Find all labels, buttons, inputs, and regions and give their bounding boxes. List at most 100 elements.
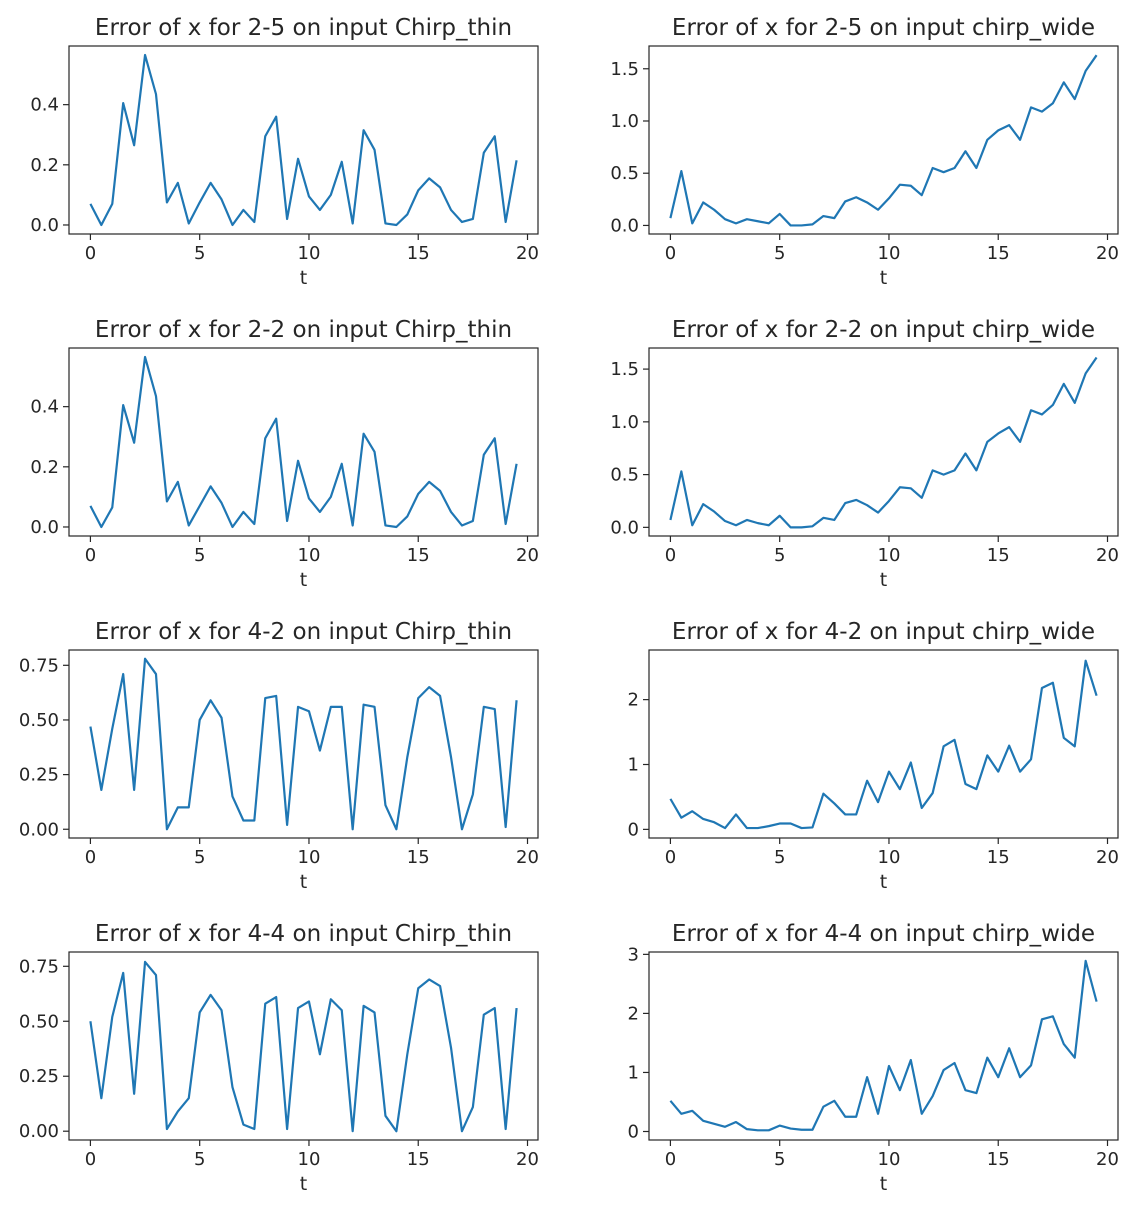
data-point (253, 221, 255, 223)
data-point (702, 201, 704, 203)
data-point (89, 725, 91, 727)
x-tick-label: 5 (194, 243, 205, 264)
data-point (177, 182, 179, 184)
x-tick-label: 5 (194, 1149, 205, 1170)
series-line (89, 355, 518, 529)
x-tick-label: 10 (878, 545, 901, 566)
data-point (713, 1123, 715, 1125)
x-tick-label: 20 (516, 847, 539, 868)
data-point (461, 524, 463, 526)
data-point (494, 437, 496, 439)
data-point (713, 821, 715, 823)
data-point (198, 719, 200, 721)
data-point (702, 1120, 704, 1122)
data-point (373, 1011, 375, 1013)
data-point (975, 1092, 977, 1094)
plot-frame (68, 649, 539, 839)
data-point (177, 1110, 179, 1112)
data-point (122, 102, 124, 104)
data-point (757, 1129, 759, 1131)
data-point (1074, 1056, 1076, 1058)
x-axis-label: t (880, 569, 887, 591)
data-point (515, 1007, 517, 1009)
data-point (89, 203, 91, 205)
data-point (373, 451, 375, 453)
data-point (198, 201, 200, 203)
data-point (680, 170, 682, 172)
data-point (1030, 106, 1032, 108)
data-point (133, 442, 135, 444)
y-tick-label: 0.75 (19, 655, 59, 676)
y-tick-label: 1 (628, 754, 639, 775)
data-point (133, 144, 135, 146)
data-point (1030, 409, 1032, 411)
x-tick-label: 5 (774, 1149, 785, 1170)
data-point (100, 1097, 102, 1099)
data-point (166, 201, 168, 203)
data-point (1019, 1076, 1021, 1078)
y-tick-label: 1.5 (610, 59, 639, 80)
data-point (811, 223, 813, 225)
data-point (757, 827, 759, 829)
data-point (899, 788, 901, 790)
data-point (975, 788, 977, 790)
chart-panel-4: Error of x for 2-2 on input chirp_wide 0 5… (610, 317, 1119, 591)
x-tick-label: 15 (407, 1149, 430, 1170)
data-point (111, 727, 113, 729)
chart-panel-8: Error of x for 4-4 on input chirp_wide 0 5… (628, 921, 1119, 1195)
data-point (504, 1128, 506, 1130)
data-point (811, 1129, 813, 1131)
data-point (724, 520, 726, 522)
data-point (144, 54, 146, 56)
data-point (1041, 1018, 1043, 1020)
data-point (472, 520, 474, 522)
data-point (330, 706, 332, 708)
data-point (297, 706, 299, 708)
data-point (494, 1007, 496, 1009)
data-point (428, 481, 430, 483)
data-point (209, 699, 211, 701)
x-tick-label: 0 (665, 545, 676, 566)
y-tick-label: 0.00 (19, 819, 59, 840)
x-tick-label: 10 (298, 847, 321, 868)
data-point (724, 827, 726, 829)
data-point (713, 510, 715, 512)
series-line (89, 657, 518, 831)
data-point (351, 222, 353, 224)
data-point (472, 793, 474, 795)
data-point (450, 209, 452, 211)
data-point (964, 783, 966, 785)
data-point (1019, 441, 1021, 443)
data-point (724, 218, 726, 220)
data-point (735, 813, 737, 815)
chart-title: Error of x for 2-5 on input Chirp_thin (95, 15, 512, 41)
data-point (100, 526, 102, 528)
data-point (351, 828, 353, 830)
data-point (450, 511, 452, 513)
x-tick-label: 5 (194, 545, 205, 566)
chart-title: Error of x for 4-2 on input Chirp_thin (95, 619, 512, 645)
data-point (1095, 356, 1097, 358)
data-point (483, 454, 485, 456)
data-point (789, 224, 791, 226)
x-tick-label: 5 (774, 545, 785, 566)
data-point (417, 697, 419, 699)
data-point (669, 519, 671, 521)
data-point (133, 789, 135, 791)
data-point (964, 1089, 966, 1091)
data-point (844, 1116, 846, 1118)
data-point (921, 807, 923, 809)
chart-panel-5: Error of x for 4-2 on input Chirp_thin 0 5… (19, 619, 539, 893)
data-point (439, 695, 441, 697)
data-point (855, 196, 857, 198)
chart-title: Error of x for 2-5 on input chirp_wide (672, 15, 1095, 41)
data-point (997, 1076, 999, 1078)
data-point (942, 473, 944, 475)
x-tick-label: 0 (665, 243, 676, 264)
data-point (406, 1053, 408, 1055)
data-point (155, 673, 157, 675)
data-point (122, 972, 124, 974)
data-point (297, 158, 299, 160)
data-point (1084, 70, 1086, 72)
